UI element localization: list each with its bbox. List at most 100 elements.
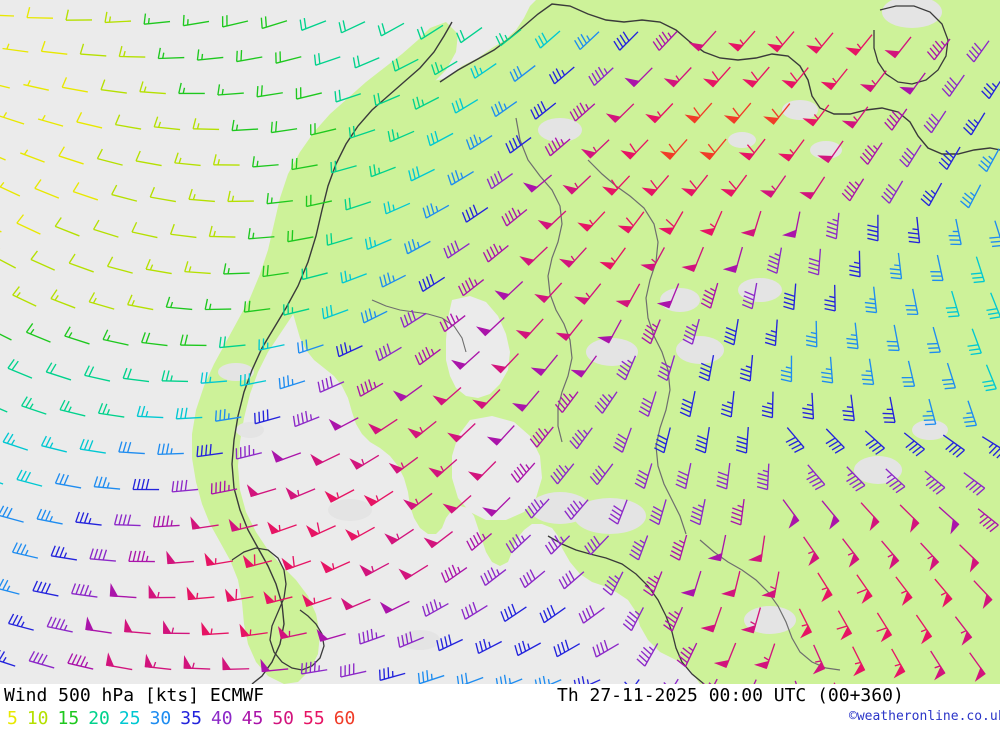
wind-barb-6 [221, 15, 249, 28]
wind-barb-30 [157, 47, 185, 60]
wind-barb-413 [973, 580, 993, 609]
wind-barb-102 [938, 146, 961, 170]
wind-barb-196 [534, 282, 563, 304]
wind-barb-layer [0, 7, 1000, 684]
wind-barb-23 [884, 36, 912, 59]
wind-barb-430 [622, 607, 645, 632]
lake-0 [586, 338, 638, 366]
wind-barb-349 [442, 495, 472, 514]
wind-barb-38 [470, 62, 497, 79]
lake-12 [728, 132, 756, 148]
legend-value-60: 60 [333, 708, 356, 729]
wind-barb-373 [384, 528, 414, 545]
wind-barb-36 [391, 58, 419, 72]
wind-barb-75 [884, 108, 908, 131]
wind-barb-290 [136, 405, 164, 419]
land-layer [192, 0, 1000, 684]
lake-15 [912, 420, 948, 440]
legend-value-15: 15 [57, 708, 80, 729]
wind-barb-283 [882, 396, 896, 424]
wind-barb-292 [214, 408, 242, 422]
wind-barb-360 [899, 504, 920, 533]
wind-barb-231 [886, 324, 900, 352]
wind-barb-212 [127, 294, 154, 311]
wind-barb-61 [334, 89, 362, 103]
wind-barb-266 [200, 372, 228, 384]
wind-barb-226 [682, 318, 700, 345]
wind-barb-343 [210, 480, 238, 495]
map-svg [0, 0, 1000, 684]
wind-barb-79 [37, 114, 64, 127]
wind-barb-338 [16, 469, 43, 487]
wind-barb-248 [530, 354, 559, 377]
wind-barb-247 [490, 353, 519, 374]
wind-barb-345 [285, 487, 316, 500]
wind-barb-241 [258, 338, 285, 351]
wind-barb-54 [61, 77, 88, 93]
wind-barb-22 [845, 34, 873, 56]
wind-barb-302 [613, 427, 632, 453]
wind-barb-446 [239, 623, 268, 638]
wind-barb-431 [663, 606, 684, 632]
wind-barb-242 [297, 339, 324, 354]
wind-barb-375 [466, 531, 493, 551]
wind-barb-387 [959, 544, 980, 573]
wind-barb-216 [283, 303, 310, 316]
wind-barb-347 [363, 490, 394, 507]
wind-barb-45 [742, 66, 770, 88]
wind-barb-313 [40, 435, 67, 453]
wind-barb-220 [439, 313, 466, 333]
wind-barb-366 [113, 514, 141, 527]
wind-barb-484 [753, 679, 757, 684]
wind-barb-238 [141, 332, 168, 347]
wind-barb-122 [681, 174, 709, 197]
wind-barb-55 [100, 79, 127, 94]
wind-barb-414 [0, 578, 20, 595]
wind-barb-479 [534, 675, 562, 684]
wind-barb-237 [102, 329, 129, 346]
wind-barb-342 [171, 479, 199, 493]
wind-barb-312 [2, 432, 29, 451]
wind-barb-31 [196, 49, 224, 61]
wind-barb-214 [204, 298, 232, 311]
wind-barb-454 [553, 639, 581, 658]
wind-barb-89 [426, 130, 454, 147]
legend-value-45: 45 [241, 708, 264, 729]
wind-barb-365 [75, 511, 102, 526]
map-canvas[interactable] [0, 0, 1000, 684]
wind-barb-377 [544, 535, 571, 555]
wind-barb-300 [529, 426, 554, 448]
wind-barb-239 [179, 334, 207, 347]
wind-barb-139 [344, 197, 372, 211]
wind-barb-142 [461, 204, 489, 223]
wind-barb-322 [388, 456, 419, 474]
wind-barb-150 [782, 211, 801, 238]
wind-barb-240 [218, 336, 246, 349]
wind-barb-449 [358, 628, 385, 645]
wind-barb-136 [227, 190, 254, 203]
wind-barb-371 [306, 522, 336, 538]
wind-barb-173 [640, 247, 665, 272]
wind-barb-301 [569, 427, 593, 450]
wind-barb-46 [781, 67, 809, 89]
wind-barb-160 [131, 221, 158, 239]
wind-barb-131 [34, 179, 60, 199]
wind-barb-330 [716, 462, 731, 490]
valid-time-label: Th 27-11-2025 00:00 UTC (00+360) [557, 685, 904, 706]
wind-barb-58 [217, 84, 244, 96]
wind-barb-469 [144, 653, 172, 671]
wind-barb-325 [510, 462, 536, 483]
wind-barb-123 [720, 174, 748, 197]
wind-barb-197 [573, 283, 602, 305]
wind-barb-429 [578, 605, 605, 624]
wind-barb-129 [960, 184, 982, 209]
wind-barb-109 [174, 152, 201, 167]
wind-barb-219 [400, 309, 427, 328]
wind-barb-44 [702, 66, 731, 88]
wind-barb-339 [54, 473, 82, 489]
wind-barb-286 [0, 408, 8, 413]
wind-barb-428 [539, 604, 566, 624]
wind-barb-465 [0, 649, 16, 667]
wind-barb-396 [281, 555, 312, 571]
wind-barb-4 [143, 13, 171, 25]
